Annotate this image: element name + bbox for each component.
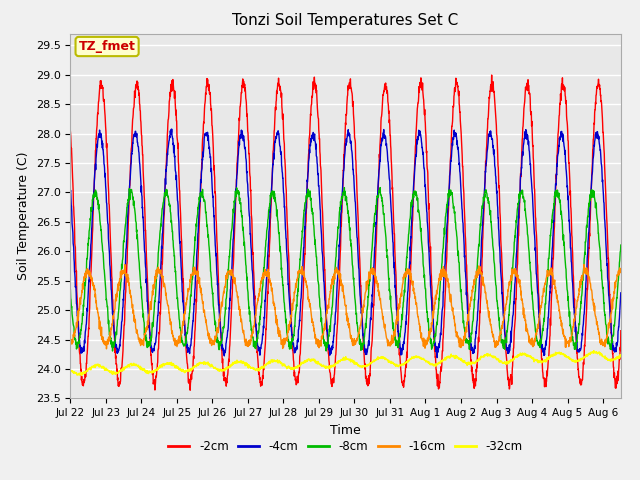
Y-axis label: Soil Temperature (C): Soil Temperature (C): [17, 152, 30, 280]
Title: Tonzi Soil Temperatures Set C: Tonzi Soil Temperatures Set C: [232, 13, 459, 28]
X-axis label: Time: Time: [330, 424, 361, 437]
Text: TZ_fmet: TZ_fmet: [79, 40, 136, 53]
Legend: -2cm, -4cm, -8cm, -16cm, -32cm: -2cm, -4cm, -8cm, -16cm, -32cm: [163, 436, 528, 458]
